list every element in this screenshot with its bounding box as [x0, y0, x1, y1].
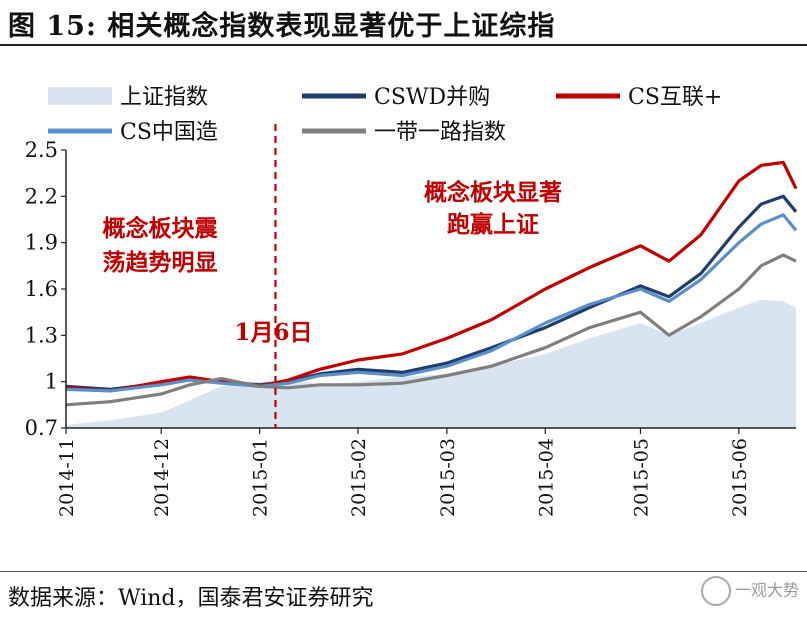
x-tick-label: 2015-05 — [630, 438, 652, 517]
x-tick-label: 2015-04 — [535, 438, 557, 517]
y-tick-label: 1 — [45, 370, 58, 394]
axes: 0.7 1 1.3 1.6 1.9 2.2 2.5 2014-11 2014-12 2015-01… — [25, 138, 796, 517]
legend: 上证指数 CSWD并购 CS互联+ CS中国造 一带一路指数 — [48, 85, 722, 145]
series-0-area — [66, 299, 796, 428]
legend-swatch-0 — [48, 87, 112, 105]
y-tick-label: 2.5 — [25, 138, 58, 162]
x-tick-label: 2015-06 — [729, 438, 751, 517]
footer-rule — [0, 571, 807, 572]
y-tick-label: 0.7 — [25, 416, 58, 440]
watermark-logo-icon — [700, 576, 731, 606]
legend-label-4: 一带一路指数 — [374, 120, 506, 145]
source-note: 数据来源：Wind，国泰君安证券研究 — [8, 586, 374, 611]
x-tick-label: 2014-11 — [56, 438, 78, 517]
y-tick-label: 1.6 — [25, 277, 58, 301]
y-tick-label: 1.3 — [25, 323, 58, 347]
y-tick-label: 2.2 — [25, 184, 58, 208]
title-rule — [0, 44, 807, 46]
watermark-text: 一观大势 — [734, 580, 799, 600]
marker-label: 1月6日 — [234, 319, 312, 346]
x-tick-label: 2015-03 — [437, 438, 459, 517]
annotation-left-line-0: 概念板块震 — [103, 215, 219, 242]
annotation-right-line-0: 概念板块显著 — [424, 179, 562, 206]
x-tick-label: 2014-12 — [151, 438, 173, 517]
legend-label-1: CSWD并购 — [374, 85, 490, 110]
chart: 0.7 1 1.3 1.6 1.9 2.2 2.5 2014-11 2014-12 2015-01… — [25, 85, 798, 517]
x-tick-label: 2015-02 — [348, 438, 370, 517]
series-4-line — [65, 253, 797, 407]
legend-label-0: 上证指数 — [120, 85, 208, 110]
plot-area — [65, 160, 798, 428]
series-2-line — [65, 160, 798, 393]
annotation-right-line-1: 跑赢上证 — [447, 211, 539, 238]
legend-label-3: CS中国造 — [120, 120, 218, 145]
legend-label-2: CS互联+ — [628, 85, 722, 110]
y-tick-label: 1.9 — [25, 231, 58, 255]
x-tick-label: 2015-01 — [250, 438, 272, 517]
figure-title: 图 15: 相关概念指数表现显著优于上证综指 — [8, 11, 556, 42]
watermark: 一观大势 — [700, 576, 799, 606]
annotation-left-line-1: 荡趋势明显 — [103, 249, 218, 276]
